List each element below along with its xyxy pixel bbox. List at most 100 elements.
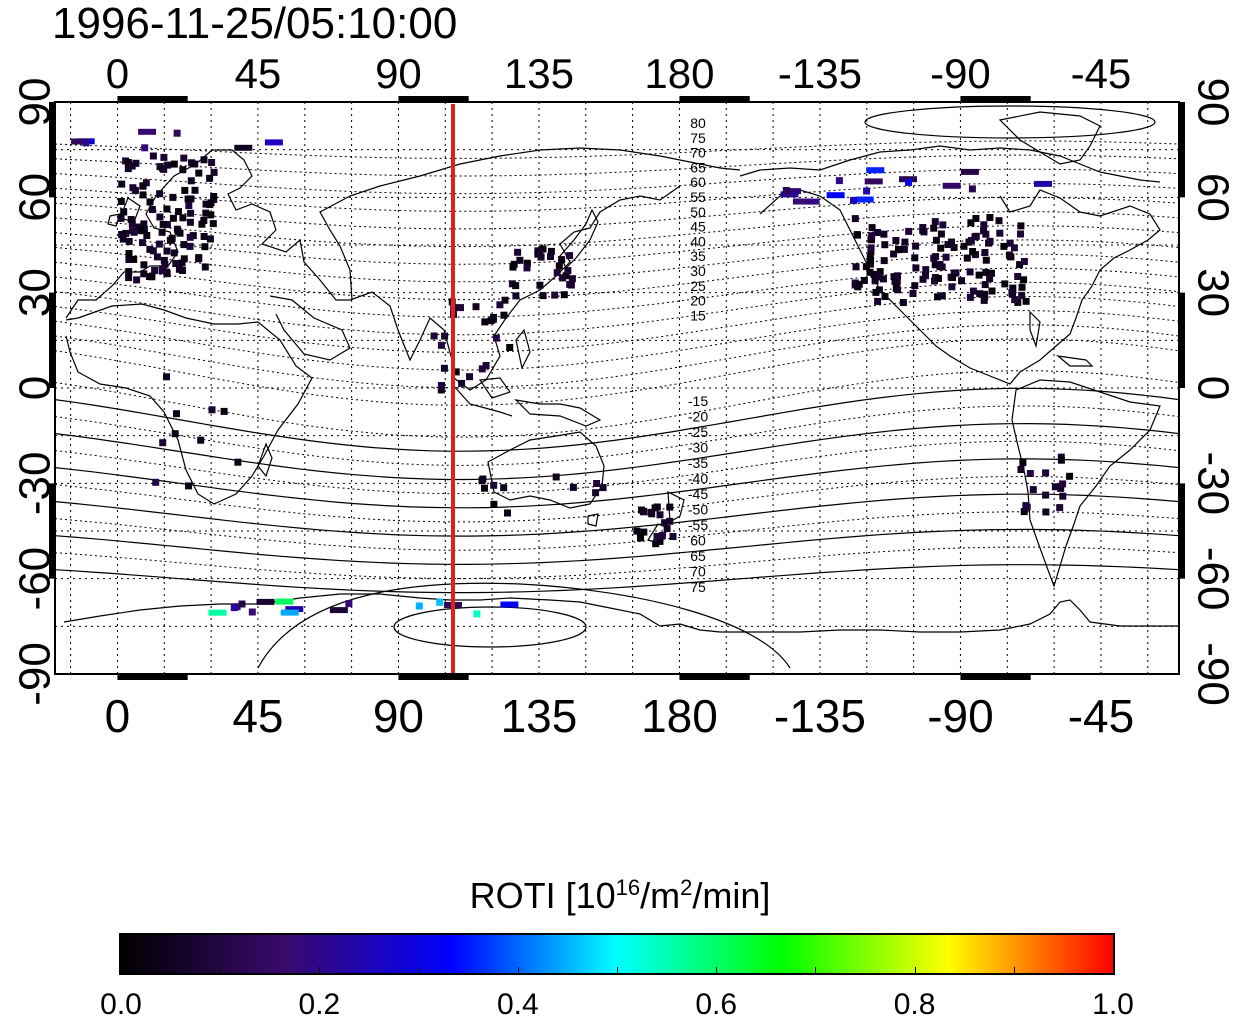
bottom-axis-label: 180 <box>641 690 718 742</box>
contour-label: 65 <box>690 548 706 564</box>
roti-point <box>180 241 188 249</box>
roti-point <box>118 231 126 238</box>
mlat-contour <box>55 267 1179 318</box>
roti-point <box>967 237 975 244</box>
roti-point <box>1026 470 1034 477</box>
contour-label: -35 <box>688 455 708 471</box>
bottom-axis-label: -90 <box>927 690 993 742</box>
roti-point <box>950 244 958 251</box>
roti-point <box>868 224 876 232</box>
contour-label: 55 <box>690 189 706 205</box>
roti-point <box>866 167 885 174</box>
roti-point <box>234 144 253 151</box>
roti-point <box>1006 239 1014 247</box>
roti-point <box>867 256 875 264</box>
roti-point <box>175 208 182 216</box>
colorbar-tick-mark <box>220 967 222 975</box>
roti-point <box>130 228 138 236</box>
roti-point <box>209 220 217 228</box>
roti-point <box>138 227 146 235</box>
roti-point <box>593 480 601 487</box>
roti-point <box>661 519 669 527</box>
bottom-axis-label: -45 <box>1068 690 1134 742</box>
roti-point <box>139 191 147 199</box>
roti-point <box>950 269 958 277</box>
roti-point <box>981 290 988 298</box>
roti-point <box>853 231 861 239</box>
left-axis-label: 90 <box>11 78 60 127</box>
roti-point <box>899 299 907 306</box>
roti-point <box>930 224 938 232</box>
mlat-contour <box>55 370 1179 438</box>
roti-point <box>931 218 939 226</box>
roti-point <box>647 508 655 516</box>
roti-point <box>1016 261 1024 269</box>
roti-point <box>942 253 950 261</box>
roti-point <box>1009 284 1017 292</box>
left-axis-label: -60 <box>11 547 60 611</box>
roti-point <box>881 241 889 249</box>
roti-point <box>637 534 644 542</box>
roti-point <box>559 274 567 282</box>
roti-point <box>220 407 228 415</box>
roti-point <box>862 263 870 271</box>
contour-label: 70 <box>690 145 706 161</box>
roti-point <box>967 219 975 227</box>
bottom-axis-label: 0 <box>105 690 131 742</box>
roti-point <box>127 216 135 223</box>
map-frame <box>49 96 1185 680</box>
roti-point <box>560 291 568 299</box>
roti-point <box>867 248 875 256</box>
roti-point <box>516 256 524 264</box>
roti-point <box>934 293 942 301</box>
contour-label: 65 <box>690 159 706 175</box>
colorbar-tick-label: 1.0 <box>1092 988 1134 1021</box>
left-axis-label: 60 <box>11 173 60 222</box>
roti-point <box>206 235 214 243</box>
roti-point <box>1029 486 1037 494</box>
right-axis-label: 30 <box>1188 268 1237 317</box>
bottom-axis-label: 90 <box>373 690 424 742</box>
roti-point <box>248 608 256 616</box>
roti-point <box>169 193 177 201</box>
left-axis-label: 0 <box>11 376 60 400</box>
roti-point <box>437 382 445 389</box>
roti-point <box>201 263 209 271</box>
roti-point <box>963 254 971 262</box>
roti-point <box>156 163 164 171</box>
roti-point <box>1034 180 1052 187</box>
colorbar-title: ROTI [1016/m2/min] <box>469 875 771 916</box>
roti-point <box>175 265 183 273</box>
contour-label: 80 <box>690 115 706 131</box>
roti-point <box>892 237 900 244</box>
colorbar-tick-mark <box>617 967 618 975</box>
contour-label: -55 <box>688 517 708 533</box>
contour-label: 20 <box>690 293 706 309</box>
roti-point <box>512 282 520 290</box>
mlat-contour <box>55 253 1179 301</box>
roti-point <box>919 224 927 231</box>
roti-point <box>156 213 164 221</box>
roti-point <box>473 610 481 618</box>
roti-point <box>143 232 151 239</box>
roti-point <box>146 198 154 206</box>
roti-point <box>988 287 996 295</box>
roti-point <box>569 483 577 491</box>
roti-point <box>166 236 174 244</box>
roti-point <box>437 386 445 394</box>
roti-point <box>141 144 149 152</box>
roti-point <box>496 301 504 309</box>
roti-point <box>659 532 666 539</box>
contour-label: -45 <box>688 486 708 502</box>
roti-point <box>415 602 423 610</box>
roti-point <box>163 205 171 213</box>
roti-point <box>969 248 977 255</box>
roti-point <box>1020 258 1028 265</box>
roti-point <box>867 244 875 252</box>
right-axis-label: 60 <box>1188 173 1237 222</box>
mlat-contour <box>55 296 1179 353</box>
roti-point <box>148 273 156 281</box>
map-timestamp: 1996-11-25/05:10:00 <box>52 0 458 48</box>
roti-point <box>125 274 133 282</box>
roti-point <box>669 533 677 540</box>
